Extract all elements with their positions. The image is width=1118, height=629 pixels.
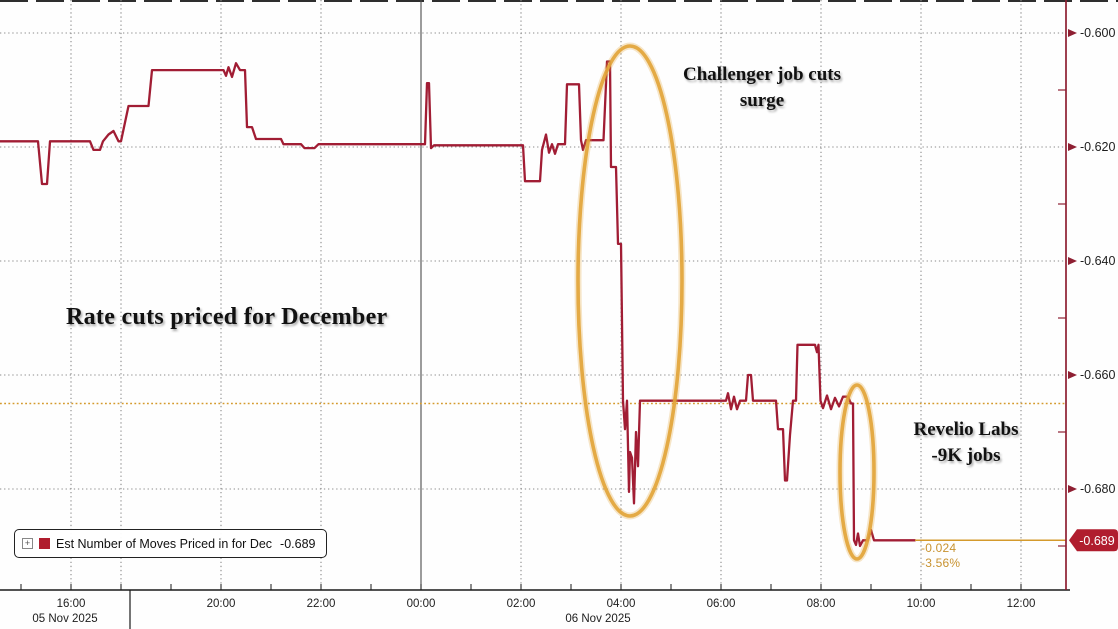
x-tick-label: 02:00 xyxy=(507,598,536,610)
legend-series-label: Est Number of Moves Priced in for Dec xyxy=(56,536,273,551)
y-tick-arrow-icon xyxy=(1068,257,1077,265)
x-date-label: 05 Nov 2025 xyxy=(32,613,97,625)
legend-expand-icon[interactable]: + xyxy=(22,538,33,549)
x-tick-label: 20:00 xyxy=(207,598,236,610)
x-date-label: 06 Nov 2025 xyxy=(565,613,630,625)
annotation-revelio: Revelio Labs -9K jobs xyxy=(885,417,1047,469)
annotation-challenger-line2: surge xyxy=(739,90,785,111)
annotation-rate-cuts: Rate cuts priced for December xyxy=(66,304,388,330)
net-change-label: -0.024 xyxy=(921,541,957,555)
legend[interactable]: + Est Number of Moves Priced in for Dec … xyxy=(14,529,327,558)
y-tick-arrow-icon xyxy=(1068,29,1077,37)
y-tick-label: -0.600 xyxy=(1080,26,1115,40)
legend-series-value: -0.689 xyxy=(280,536,316,551)
y-tick-label: -0.640 xyxy=(1080,254,1115,268)
x-tick-label: 08:00 xyxy=(807,598,836,610)
last-value-badge-label: -0.689 xyxy=(1079,534,1114,548)
x-tick-label: 00:00 xyxy=(407,598,436,610)
y-tick-label: -0.620 xyxy=(1080,140,1115,154)
y-tick-label: -0.660 xyxy=(1080,368,1115,382)
x-tick-label: 04:00 xyxy=(607,598,636,610)
annotation-challenger-line1: Challenger job cuts xyxy=(683,64,841,85)
pct-change-label: -3.56% xyxy=(921,556,961,570)
y-tick-arrow-icon xyxy=(1068,143,1077,151)
annotation-revelio-line2: -9K jobs xyxy=(931,445,1001,466)
y-tick-arrow-icon xyxy=(1068,485,1077,493)
x-tick-label: 16:00 xyxy=(57,598,86,610)
x-tick-label: 10:00 xyxy=(907,598,936,610)
annotation-revelio-line1: Revelio Labs xyxy=(913,419,1019,440)
y-tick-label: -0.680 xyxy=(1080,482,1115,496)
x-tick-label: 12:00 xyxy=(1007,598,1036,610)
revelio-ellipse xyxy=(838,383,876,561)
x-tick-label: 22:00 xyxy=(307,598,336,610)
last-value-badge xyxy=(1069,529,1118,552)
annotation-challenger: Challenger job cuts surge xyxy=(650,62,874,114)
legend-series-swatch xyxy=(39,538,50,549)
challenger-surge-ellipse xyxy=(576,44,684,518)
y-tick-arrow-icon xyxy=(1068,371,1077,379)
top-border-artifact xyxy=(0,0,1118,2)
price-line xyxy=(0,60,917,548)
x-tick-label: 06:00 xyxy=(707,598,736,610)
